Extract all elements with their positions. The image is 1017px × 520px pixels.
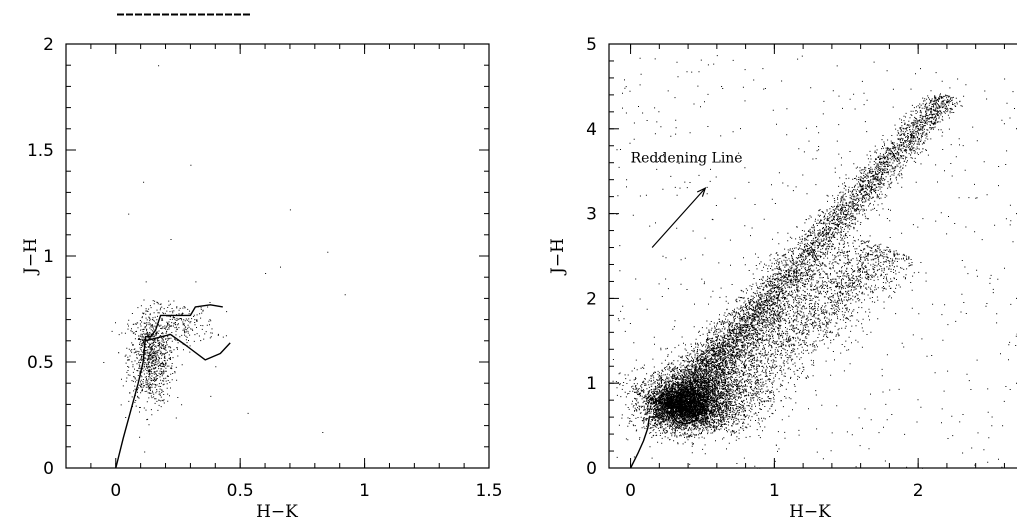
right-scatter-points	[612, 55, 1017, 469]
y-tick-label: 1.5	[27, 141, 54, 161]
left-plot-frame	[65, 43, 490, 469]
x-tick-label: 0.5	[227, 481, 254, 501]
y-tick-label: 4	[586, 120, 597, 140]
right-x-axis-title: H−K	[789, 502, 831, 520]
reddening-arrow	[651, 187, 706, 248]
y-tick-label: 5	[586, 35, 597, 55]
reddening-arrowhead	[696, 187, 707, 197]
x-tick-label: 0	[110, 481, 121, 501]
left-tick-labels: 0 0.5 1 1.5 0 0.5 1 1.5 2	[27, 35, 503, 501]
x-tick-label: 0	[625, 481, 636, 501]
x-tick-label: 1	[769, 481, 780, 501]
y-tick-label: 1	[586, 374, 597, 394]
scatter-point-set	[612, 55, 1017, 469]
y-tick-label: 0	[43, 459, 54, 479]
y-tick-label: 2	[586, 289, 597, 309]
left-scatter-points	[103, 65, 346, 453]
left-axis-ticks	[65, 43, 490, 469]
y-tick-label: 0.5	[27, 353, 54, 373]
left-tracks	[115, 304, 231, 469]
x-tick-label: 1	[359, 481, 370, 501]
right-y-axis-title: J−H	[548, 238, 568, 276]
reddening-line-label: Reddening Line	[631, 151, 743, 167]
x-tick-label: 2	[913, 481, 924, 501]
y-tick-label: 1	[43, 247, 54, 267]
scatter-point-set	[103, 65, 346, 453]
x-tick-label: 1.5	[475, 481, 502, 501]
model-track-0	[115, 304, 223, 469]
right-axis-ticks	[609, 43, 1017, 469]
right-chart: Reddening Line 0 1 2 0 1 2 3 4 5 H−K J−H	[548, 35, 1017, 520]
right-tracks	[629, 409, 698, 469]
y-tick-label: 2	[43, 35, 54, 55]
left-chart: 0 0.5 1 1.5 0 0.5 1 1.5 2 H−K J−H	[21, 35, 503, 520]
y-tick-label: 0	[586, 459, 597, 479]
right-plot-frame	[608, 43, 1017, 469]
right-annotations: Reddening Line	[631, 151, 743, 248]
y-tick-label: 3	[586, 205, 597, 225]
left-x-axis-title: H−K	[256, 502, 298, 520]
model-track-1	[145, 333, 231, 361]
model-track-0	[629, 409, 698, 469]
right-tick-labels: 0 1 2 0 1 2 3 4 5	[586, 35, 923, 501]
left-y-axis-title: J−H	[21, 238, 41, 276]
